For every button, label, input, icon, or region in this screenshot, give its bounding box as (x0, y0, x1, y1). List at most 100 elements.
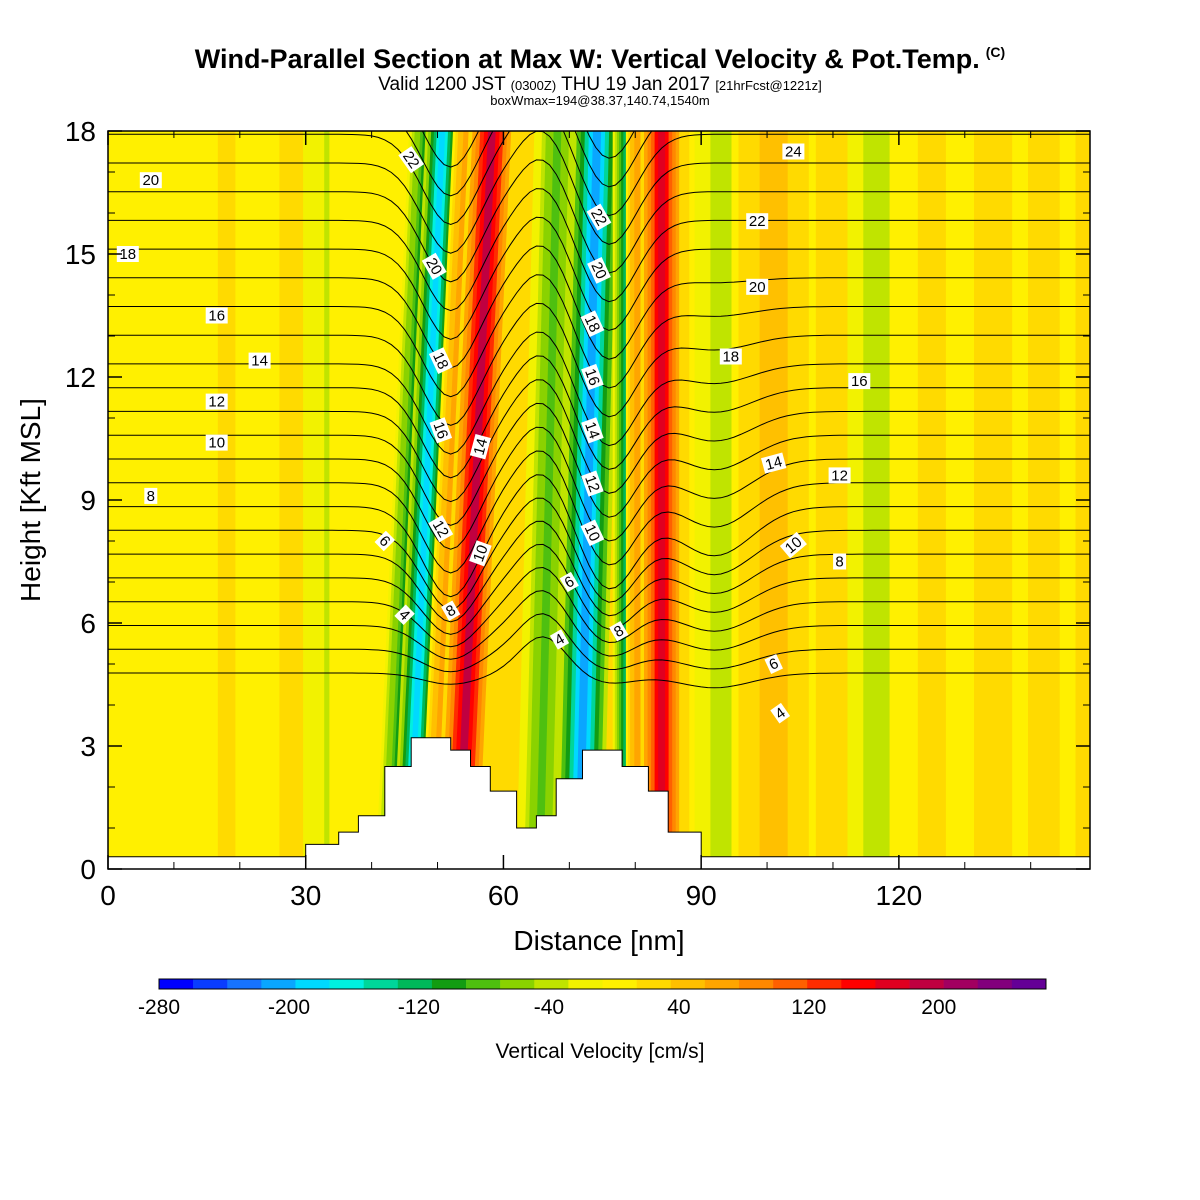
isentrope-label-bg (746, 213, 769, 230)
isentrope-label-text: 12 (831, 467, 848, 484)
isentrope-label-bg (441, 600, 461, 621)
colorbar-tick-label: 40 (667, 996, 690, 1019)
velocity-band-level (715, 131, 727, 869)
velocity-band-level (406, 131, 446, 869)
isentrope-label: 8 (144, 487, 158, 505)
isentrope-label-text: 12 (208, 394, 225, 411)
isentrope-label-text: 16 (208, 308, 225, 325)
y-tick-label: 18 (65, 116, 96, 147)
isentrope-label-bg (144, 487, 158, 504)
isentrope-label-bg (848, 373, 871, 390)
colorbar-swatch (875, 979, 910, 989)
isentrope-contours (108, 131, 1090, 689)
isentrope-label: 12 (828, 467, 851, 484)
isentrope-label-bg (421, 252, 447, 280)
isentrope-line (108, 450, 1090, 574)
colorbar-swatch (431, 979, 467, 989)
colorbar-swatch (704, 979, 740, 989)
isentrope-label-bg (581, 363, 604, 391)
velocity-field (108, 131, 1090, 869)
isentrope-label: 20 (587, 257, 611, 284)
isentrope-label: 8 (441, 600, 461, 621)
isentrope-label: 12 (428, 515, 454, 543)
isentrope-line (108, 590, 1090, 660)
isentrope-label-bg (205, 434, 228, 451)
isentrope-label-text: 14 (581, 420, 603, 441)
isentrope-label-bg (581, 470, 604, 497)
isentrope-label: 10 (469, 540, 492, 567)
isentrope-label-bg (559, 571, 579, 593)
colorbar-tick-label: -200 (268, 996, 310, 1019)
isentrope-label: 22 (586, 203, 612, 231)
velocity-band-level (636, 131, 641, 869)
isentrope-label-bg (398, 146, 425, 174)
isentrope-label-bg (205, 307, 228, 324)
velocity-band (889, 131, 974, 869)
y-axis-label: Height [Kft MSL] (15, 398, 46, 602)
colorbar-swatch (636, 979, 672, 989)
isentrope-label: 8 (833, 553, 847, 571)
isentrope-label: 16 (429, 417, 453, 444)
isentrope-label-bg (779, 531, 807, 559)
valid-time-prefix: Valid 1200 JST (378, 74, 506, 95)
colorbar-tick-label: -40 (534, 996, 564, 1019)
isentrope-label: 24 (782, 143, 805, 161)
copyright-mark: (C) (985, 44, 1006, 60)
isentrope-label-bg (469, 434, 491, 460)
isentrope-label-text: 22 (587, 206, 610, 229)
isentrope-label: 18 (116, 246, 139, 263)
isentrope-labels: 20 18 16 14 12 10 8 22 20 18 16 12 6 4 8 10 14 22 20 18 16 14… (116, 143, 871, 724)
terrain-profile (107, 737, 1091, 870)
colorbar-tick-label: 200 (921, 996, 956, 1019)
colorbar-swatch (397, 979, 433, 989)
colorbar-swatch (329, 979, 364, 989)
isentrope-label: 8 (609, 621, 629, 642)
colorbar-swatch (670, 979, 706, 989)
isentrope-label-bg (428, 347, 453, 374)
colorbar-swatch (261, 979, 296, 989)
velocity-band (392, 131, 460, 869)
velocity-band (1012, 131, 1076, 869)
box-info: boxWmax=194@38.37,140.74,1540m (490, 93, 710, 108)
colorbar: -280 -200 -120 -40 40 120 200 (138, 978, 1047, 1019)
isentrope-label: 18 (719, 348, 742, 366)
velocity-band-level (454, 131, 496, 869)
isentrope-label-text: 12 (429, 517, 452, 540)
colorbar-swatch (807, 979, 842, 989)
isentrope-line (108, 613, 1090, 673)
isentrope-label: 6 (374, 530, 396, 552)
x-axis-label: Distance [nm] (513, 925, 684, 956)
isentrope-label: 18 (580, 310, 605, 338)
isentrope-line (108, 543, 1090, 635)
isentrope-label: 14 (469, 434, 492, 460)
isentrope-label-text: 10 (208, 435, 225, 452)
isentrope-label: 16 (581, 363, 604, 391)
isentrope-label-bg (469, 540, 492, 567)
isentrope-label: 20 (746, 278, 769, 296)
isentrope-label-bg (586, 203, 612, 231)
velocity-band-level (924, 131, 939, 869)
isentrope-label-text: 8 (147, 488, 155, 505)
isentrope-label: 16 (848, 373, 871, 390)
isentrope-label-bg (833, 553, 847, 570)
colorbar-swatch (534, 979, 569, 989)
colorbar-tick-label: -280 (138, 996, 180, 1019)
chart-title-text: Wind-Parallel Section at Max W: Vertical… (194, 44, 980, 74)
isentrope-label: 20 (139, 172, 162, 189)
isentrope-label-bg (429, 417, 453, 444)
isentrope-line (405, 131, 653, 197)
velocity-band-level (1038, 131, 1050, 869)
isentrope-line (108, 302, 1090, 426)
isentrope-label-text: 10 (470, 543, 492, 564)
colorbar-swatch (500, 979, 535, 989)
isentrope-label-bg (580, 310, 605, 338)
isentrope-label-text: 24 (785, 144, 802, 161)
y-tick-label: 12 (65, 362, 96, 393)
velocity-band-level (217, 131, 236, 869)
colorbar-swatch (977, 979, 1013, 989)
isentrope-label-bg (770, 702, 791, 724)
isentrope-label-text: 14 (471, 437, 492, 458)
isentrope-label-bg (719, 348, 742, 365)
colorbar-swatch (602, 979, 637, 989)
